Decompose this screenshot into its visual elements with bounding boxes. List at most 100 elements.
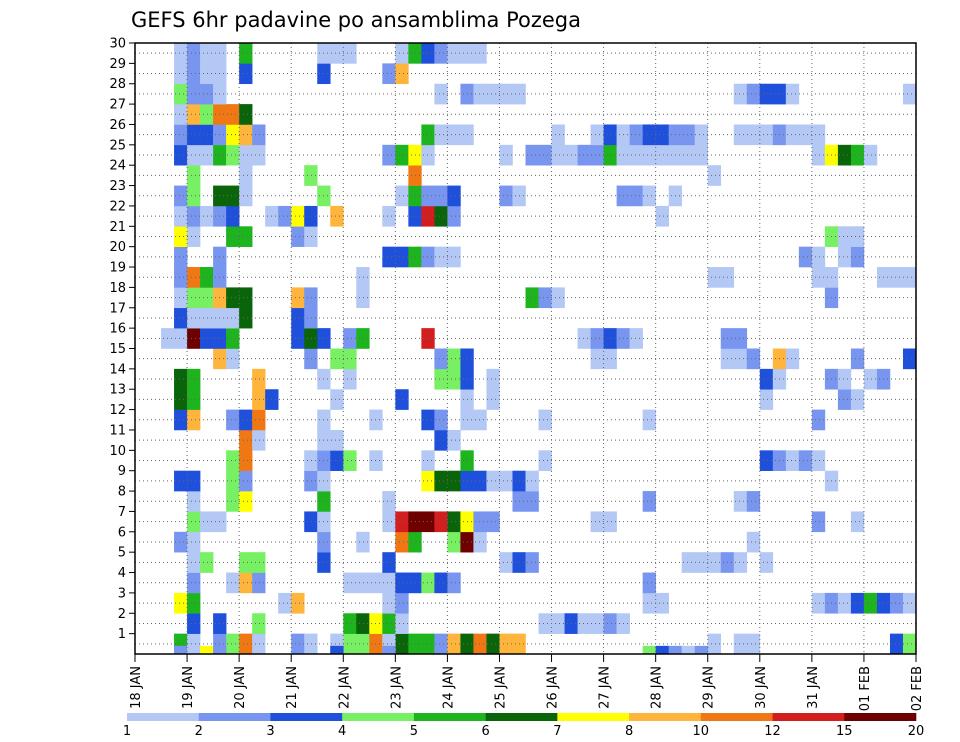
- precip-cell: [707, 267, 722, 288]
- precip-cell: [304, 450, 318, 471]
- precip-cell: [746, 348, 761, 370]
- precip-cell: [174, 470, 188, 492]
- precip-cell: [642, 592, 656, 614]
- x-tick-label: 02 FEB: [910, 666, 925, 711]
- precip-cell: [226, 185, 240, 207]
- precip-cell: [525, 287, 539, 309]
- precip-cell: [252, 429, 266, 451]
- precip-cell: [304, 470, 318, 492]
- precip-cell: [629, 124, 643, 146]
- precip-cell: [759, 124, 774, 146]
- precip-cell: [343, 43, 357, 64]
- precip-cell: [304, 226, 318, 247]
- precip-cell: [382, 511, 396, 533]
- x-tick-label: 21 JAN: [285, 666, 300, 709]
- precip-cell: [694, 124, 709, 146]
- precip-cell: [694, 144, 709, 166]
- precip-cell: [473, 633, 487, 655]
- precip-cell: [200, 511, 214, 533]
- x-tick-label: 25 JAN: [493, 666, 508, 709]
- precip-cell: [421, 185, 435, 207]
- precip-cell: [577, 328, 591, 349]
- colorbar-label: 6: [481, 724, 489, 739]
- precip-cell: [434, 348, 448, 370]
- precip-cell: [395, 389, 409, 410]
- y-tick-label: 4: [118, 566, 126, 581]
- precip-cell: [811, 511, 826, 533]
- precip-cell: [200, 645, 214, 655]
- precip-cell: [200, 307, 214, 329]
- precip-cell: [603, 348, 617, 370]
- precip-cell: [746, 491, 761, 512]
- x-axis: 18 JAN 19 JAN 20 JAN 21 JAN 22 JAN 23 JAN 24 J…: [129, 654, 925, 711]
- precip-cell: [447, 43, 461, 64]
- precip-cell: [278, 592, 292, 614]
- colorbar-swatch: [700, 713, 773, 721]
- precip-cell: [863, 592, 878, 614]
- precip-cell: [304, 511, 318, 533]
- precip-cell: [434, 511, 448, 533]
- precip-cell: [239, 307, 253, 329]
- precip-cell: [291, 592, 305, 614]
- y-tick-label: 3: [118, 586, 126, 601]
- precip-cell: [226, 409, 240, 431]
- precip-cell: [200, 205, 214, 227]
- y-tick-label: 24: [109, 159, 126, 174]
- precip-cell: [174, 389, 188, 410]
- precip-cell: [395, 592, 409, 614]
- y-tick-label: 14: [109, 362, 126, 377]
- precip-cell: [187, 205, 201, 227]
- precip-cell: [447, 633, 461, 655]
- precip-cell: [473, 409, 487, 431]
- x-tick-label: 29 JAN: [702, 666, 717, 709]
- precip-cell: [499, 83, 513, 105]
- precip-cell: [499, 552, 513, 573]
- precip-cell: [850, 246, 865, 268]
- precip-cell: [421, 205, 435, 227]
- precip-cell: [187, 531, 201, 553]
- precip-cell: [187, 83, 201, 105]
- precip-cell: [889, 267, 904, 288]
- precip-cell: [174, 592, 188, 614]
- precip-cell: [226, 450, 240, 471]
- precip-cell: [239, 104, 253, 125]
- precip-cell: [603, 613, 617, 634]
- precip-cell: [486, 83, 500, 105]
- y-tick-label: 15: [109, 342, 126, 357]
- precip-cell: [655, 144, 669, 166]
- precip-cell: [330, 429, 344, 451]
- precip-cell: [239, 165, 253, 186]
- precip-cell: [434, 124, 448, 146]
- precip-cell: [239, 287, 253, 309]
- precip-cell: [590, 328, 604, 349]
- precip-cell: [434, 83, 448, 105]
- colorbar-label: 20: [908, 724, 925, 739]
- precip-cell: [304, 348, 318, 370]
- precip-cell: [421, 328, 435, 349]
- precip-cell: [447, 531, 461, 553]
- precip-cell: [252, 552, 266, 573]
- colorbar-swatch: [772, 713, 845, 721]
- y-tick-label: 1: [118, 627, 126, 642]
- precip-cell: [226, 104, 240, 125]
- precip-cell: [642, 185, 656, 207]
- precip-cell: [226, 328, 240, 349]
- precip-cell: [291, 287, 305, 309]
- precip-cell: [187, 226, 201, 247]
- precip-cell: [187, 572, 201, 594]
- precip-cell: [187, 389, 201, 410]
- precip-cell: [434, 246, 448, 268]
- precip-cell: [785, 450, 800, 471]
- x-tick-label: 24 JAN: [441, 666, 456, 709]
- precip-cell: [187, 185, 201, 207]
- x-tick-label: 22 JAN: [337, 666, 352, 709]
- precip-cell: [174, 328, 188, 349]
- precip-cell: [382, 491, 396, 512]
- colorbar-swatch: [413, 713, 486, 721]
- precip-cell: [629, 328, 643, 349]
- y-tick-label: 16: [109, 322, 126, 337]
- precip-cell: [174, 307, 188, 329]
- precip-cell: [837, 368, 852, 390]
- precip-cell: [200, 144, 214, 166]
- precip-cell: [486, 389, 500, 410]
